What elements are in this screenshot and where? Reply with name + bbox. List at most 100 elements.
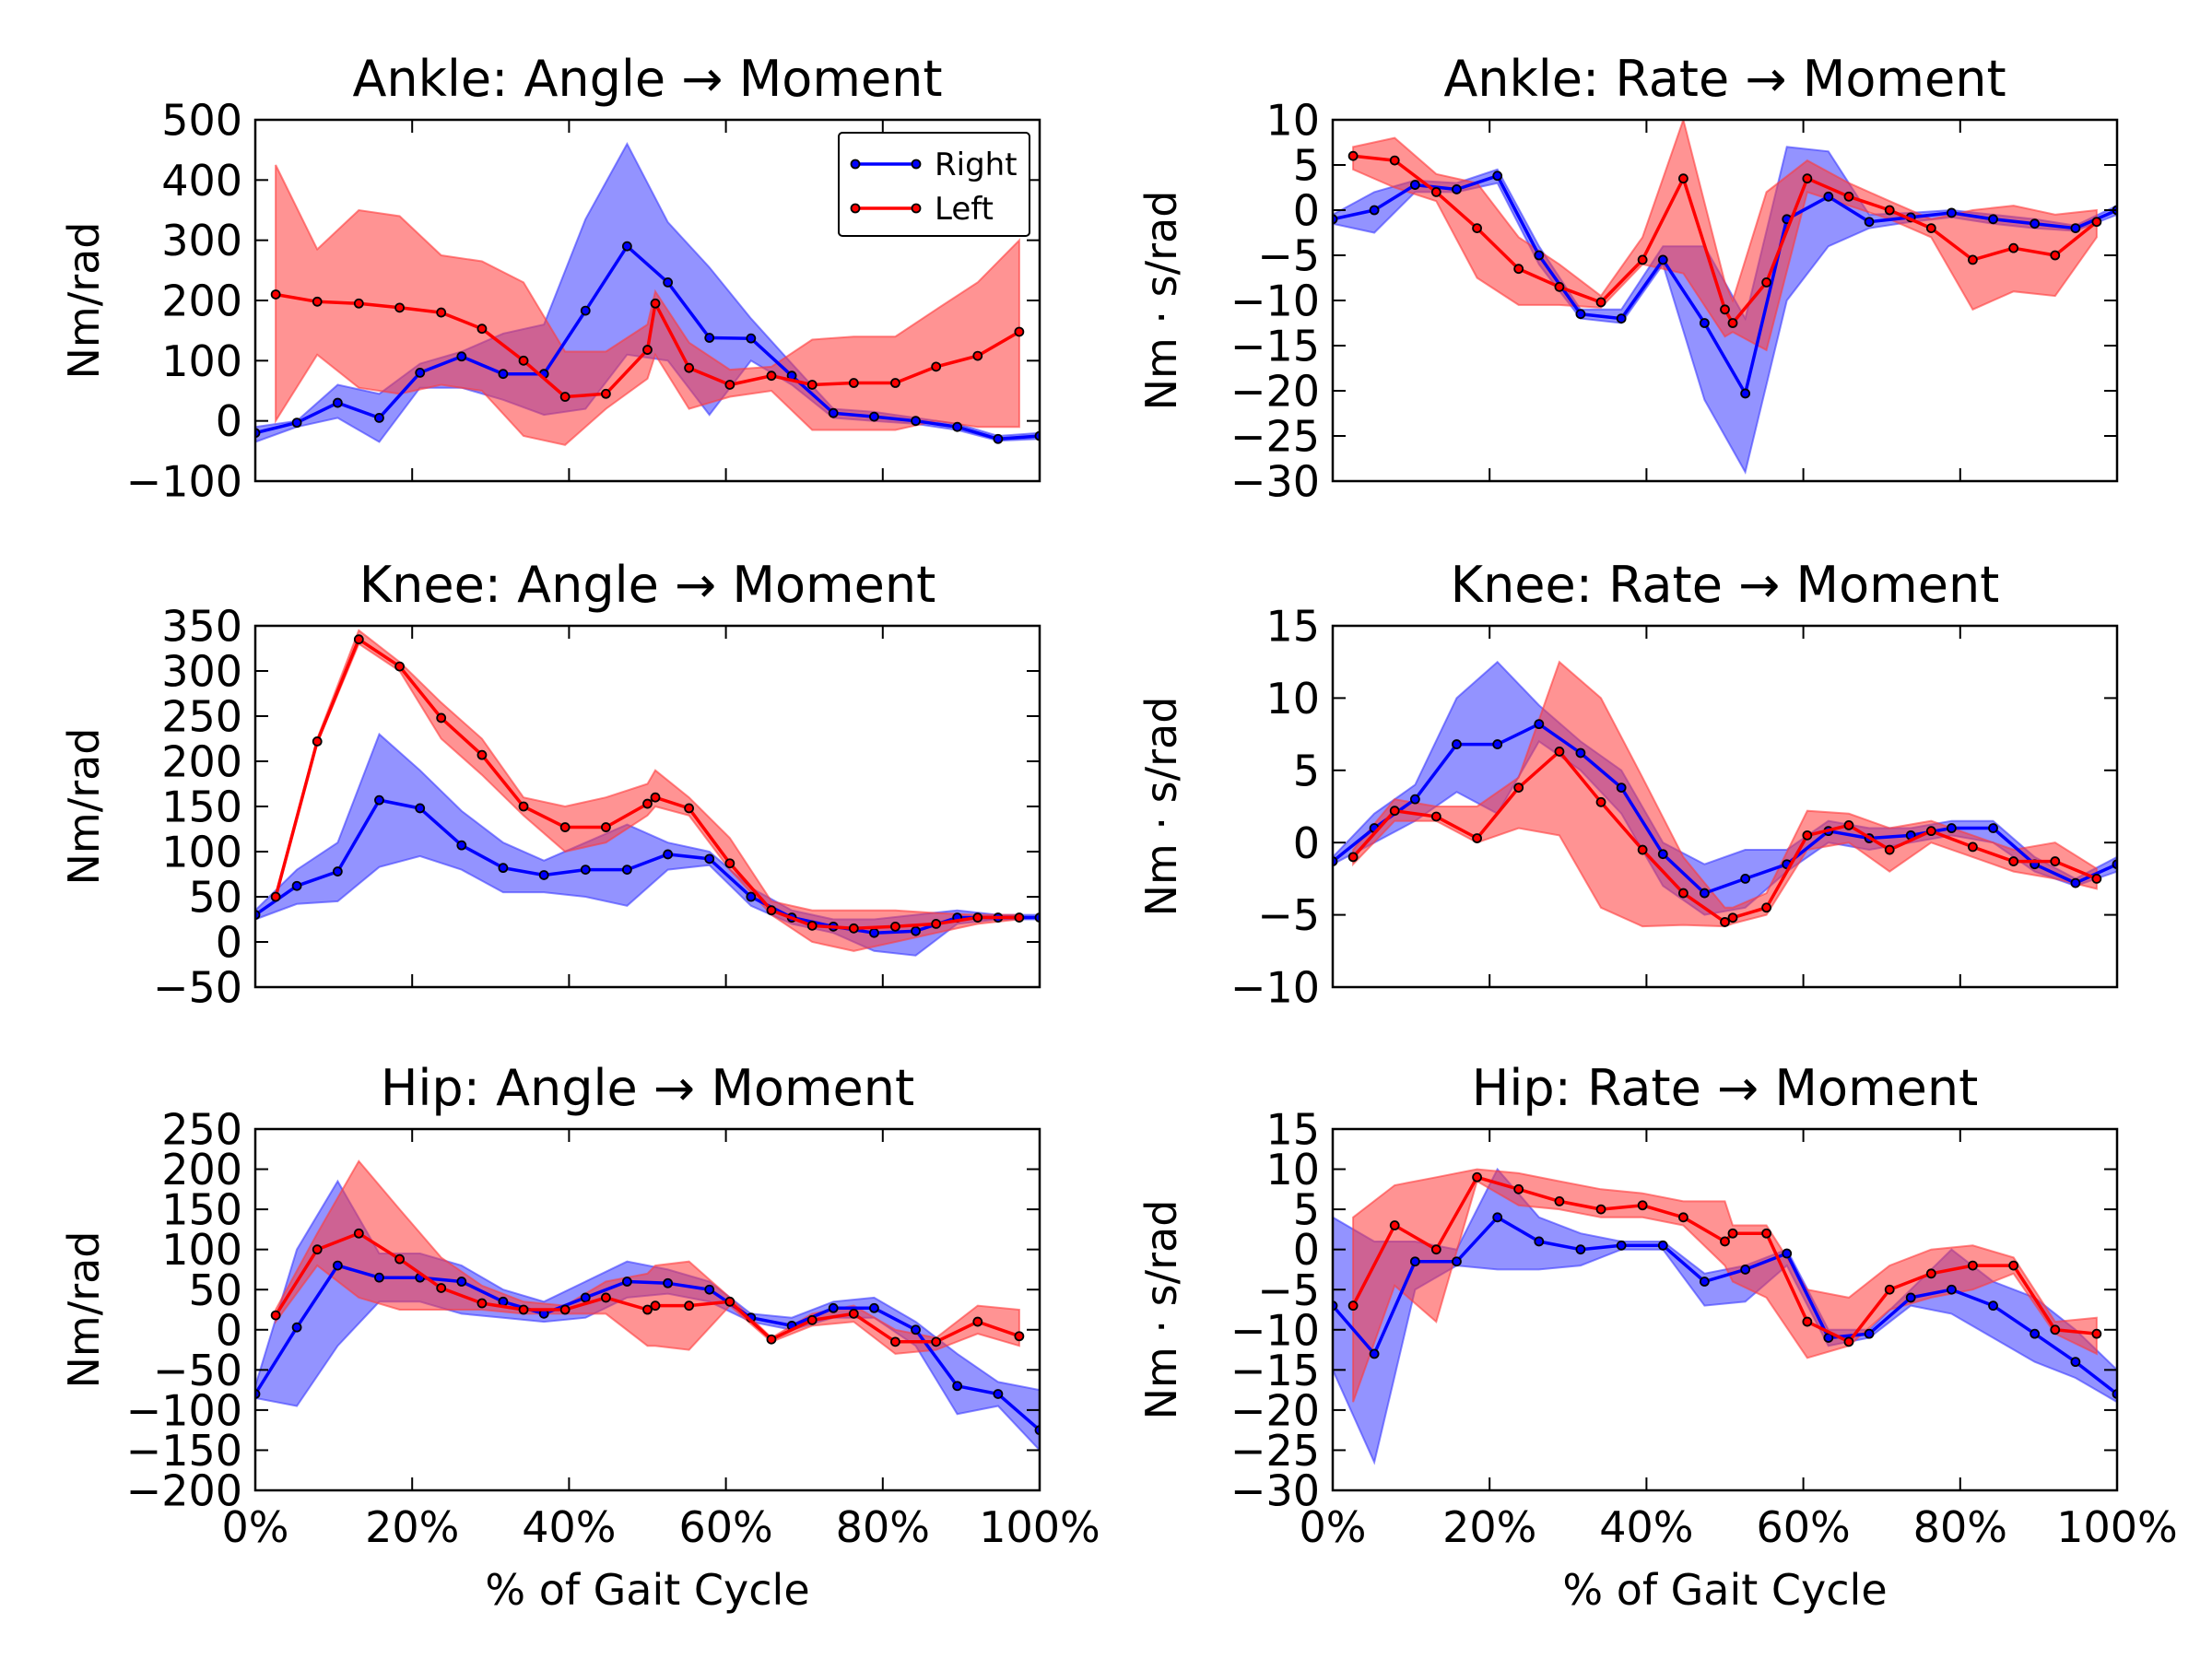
right-data-point <box>911 925 921 936</box>
left-data-point <box>353 298 364 309</box>
left-data-point <box>806 1314 818 1325</box>
right-data-point <box>332 866 343 877</box>
right-series-line <box>1333 722 2117 895</box>
right-data-point <box>1492 739 1503 749</box>
left-data-point <box>559 822 571 832</box>
y-tick-label: 200 <box>161 276 242 326</box>
right-data-point <box>828 407 839 418</box>
right-data-point <box>332 1260 343 1271</box>
left-data-point <box>2050 856 2061 866</box>
axes-frame <box>253 1127 1041 1492</box>
y-tick-label: −25 <box>1230 1426 1320 1476</box>
right-data-point <box>2070 223 2081 234</box>
y-tick-label: 0 <box>1293 1225 1320 1275</box>
left-data-point <box>559 392 571 402</box>
y-tick-label: 10 <box>1265 96 1320 146</box>
right-data-point <box>663 849 674 860</box>
y-tick-label: 100 <box>161 1225 242 1275</box>
left-data-point <box>394 661 405 672</box>
left-data-point <box>1513 264 1524 275</box>
right-data-point <box>580 305 591 316</box>
left-data-point <box>766 905 777 916</box>
left-data-point <box>2008 1260 2019 1271</box>
left-data-point <box>2050 1324 2061 1335</box>
left-data-point <box>518 355 529 366</box>
right-data-point <box>1616 782 1627 794</box>
right-data-point <box>1947 207 1957 218</box>
right-data-point <box>291 1322 302 1333</box>
right-data-point <box>1905 1292 1916 1303</box>
left-data-point <box>2091 1328 2102 1339</box>
left-data-point <box>1347 150 1359 161</box>
x-tick-label: 100% <box>979 1502 1100 1552</box>
left-data-point <box>1720 304 1730 315</box>
left-data-point <box>848 1308 859 1319</box>
y-tick-label: 300 <box>161 647 242 697</box>
y-tick-label: −10 <box>1230 1305 1320 1355</box>
y-tick-label: 5 <box>1293 1185 1320 1235</box>
x-axis-label: % of Gait Cycle <box>1562 1565 1887 1615</box>
left-data-point <box>600 822 611 832</box>
y-tick-label: −10 <box>1230 276 1320 326</box>
right-data-point <box>1575 1244 1586 1255</box>
right-data-point <box>911 1324 921 1335</box>
right-data-point <box>621 241 632 252</box>
left-data-point <box>642 1304 653 1315</box>
right-data-point <box>1740 874 1751 884</box>
y-tick-label: −30 <box>1230 457 1320 507</box>
x-tick-label: 20% <box>365 1502 459 1552</box>
x-tick-label: 40% <box>522 1502 616 1552</box>
left-data-point <box>1014 912 1025 923</box>
right-data-point <box>1740 388 1751 399</box>
left-data-point <box>312 296 323 307</box>
right-series-line <box>255 798 1040 935</box>
right-data-point <box>2030 218 2041 229</box>
right-data-point <box>663 1277 674 1288</box>
right-data-point <box>1409 180 1420 190</box>
right-data-point <box>1657 1240 1668 1251</box>
right-data-point <box>621 865 632 875</box>
left-data-point <box>1727 1228 1738 1239</box>
left-data-point <box>848 923 859 934</box>
y-tick-label: 0 <box>216 918 242 968</box>
left-data-point <box>600 1292 611 1303</box>
x-axis-label: % of Gait Cycle <box>485 1565 809 1615</box>
right-data-point <box>1409 1256 1420 1267</box>
left-data-point <box>394 1253 405 1265</box>
left-data-point <box>1677 1212 1688 1223</box>
right-data-point <box>828 1302 839 1313</box>
right-data-point <box>993 1389 1004 1399</box>
left-data-point <box>1761 1228 1772 1239</box>
right-data-point <box>993 433 1004 444</box>
left-data-point <box>972 912 983 923</box>
right-data-point <box>1699 318 1710 328</box>
left-data-point <box>806 380 818 390</box>
right-data-point <box>704 853 715 865</box>
y-tick-label: 250 <box>161 692 242 742</box>
right-data-point <box>1575 747 1586 759</box>
right-data-point <box>1492 1212 1503 1223</box>
right-data-point <box>704 1284 715 1295</box>
plot-area <box>1333 120 2117 475</box>
y-axis-label: Nm/rad <box>59 1230 109 1388</box>
left-data-point <box>600 388 611 399</box>
right-data-point <box>1616 313 1627 324</box>
right-data-point <box>1452 1256 1462 1267</box>
right-data-point <box>1492 171 1503 182</box>
right-data-point <box>456 840 467 851</box>
left-data-point <box>270 891 281 902</box>
right-data-point <box>704 333 715 343</box>
y-tick-label: −50 <box>153 963 242 1013</box>
y-tick-label: 15 <box>1265 1105 1320 1155</box>
y-tick-label: −5 <box>1257 1265 1320 1315</box>
left-series-line <box>275 292 1020 399</box>
right-data-point <box>1988 1300 1998 1312</box>
right-data-point <box>498 863 509 874</box>
left-data-point <box>972 1316 983 1327</box>
y-tick-label: 250 <box>161 1105 242 1155</box>
plot-area <box>255 629 1040 957</box>
left-data-point <box>642 345 653 355</box>
left-data-point <box>2091 217 2102 228</box>
left-data-point <box>270 1310 281 1321</box>
left-data-point <box>1637 844 1648 855</box>
